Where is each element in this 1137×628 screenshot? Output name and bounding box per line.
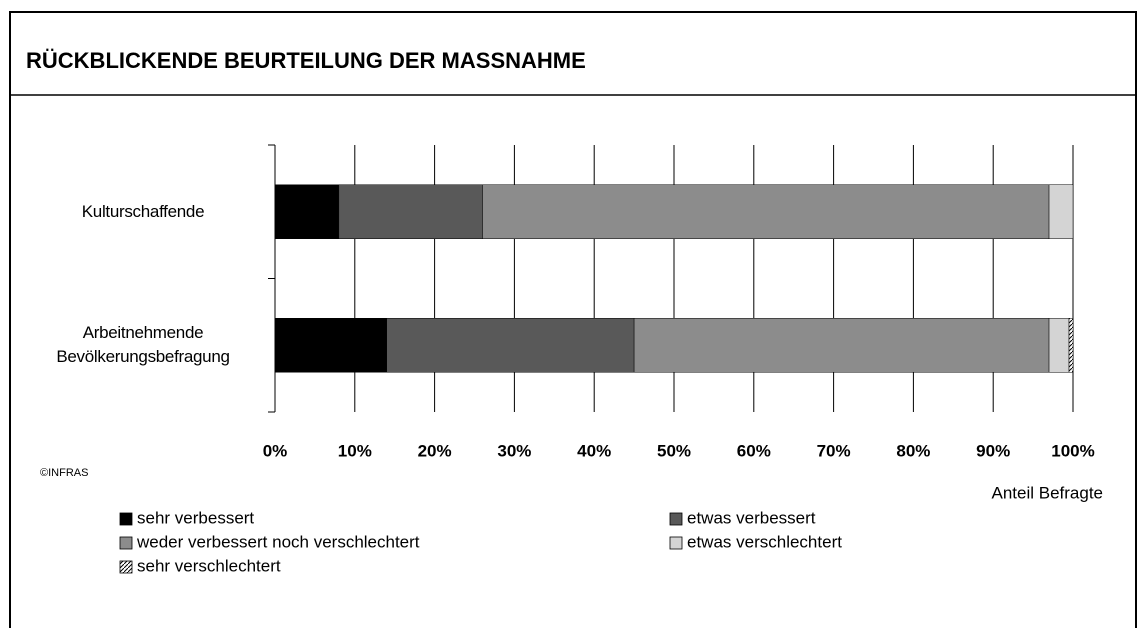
source: ©INFRAS	[40, 467, 88, 479]
legend-label: etwas verbessert	[687, 508, 816, 527]
bar-segment	[482, 184, 1050, 239]
y-tick-label: Arbeitnehmende Bevölkerungsbefragung	[56, 323, 230, 367]
x-tick-label: 100%	[1051, 441, 1094, 460]
legend-swatch	[669, 512, 683, 526]
x-tick-label: 60%	[737, 441, 771, 460]
bar-segment	[1048, 184, 1074, 239]
legend-label: sehr verbessert	[137, 508, 254, 527]
x-tick-label: 40%	[577, 441, 611, 460]
x-tick-label: 20%	[418, 441, 452, 460]
bar-segment	[1068, 318, 1074, 373]
bar-segment	[338, 184, 483, 239]
legend-swatch	[669, 536, 683, 550]
legend-label: etwas verschlechtert	[687, 532, 842, 551]
legend-label: weder verbessert noch verschlechtert	[136, 532, 420, 551]
x-tick-label: 30%	[497, 441, 531, 460]
frame	[9, 11, 1137, 628]
x-tick-label: 90%	[976, 441, 1010, 460]
legend-swatch	[119, 560, 133, 574]
x-tick-label: 80%	[896, 441, 930, 460]
y-tick-label: Kulturschaffende	[81, 201, 205, 221]
bar-segment	[274, 184, 340, 239]
x-tick-label: 70%	[817, 441, 851, 460]
legend-label: sehr verschlechtert	[137, 556, 281, 575]
bar-segment	[386, 318, 635, 373]
chart-title: RÜCKBLICKENDE BEURTEILUNG DER MASSNAHME	[26, 48, 586, 73]
bar-segment	[633, 318, 1050, 373]
bar-segment	[274, 318, 387, 373]
x-tick-label: 50%	[657, 441, 691, 460]
x-tick-label: 10%	[338, 441, 372, 460]
legend-swatch	[119, 512, 133, 526]
legend-swatch	[119, 536, 133, 550]
bar-segment	[1048, 318, 1070, 373]
x-tick-label: 0%	[263, 441, 288, 460]
x-axis-label: Anteil Befragte	[991, 483, 1103, 502]
